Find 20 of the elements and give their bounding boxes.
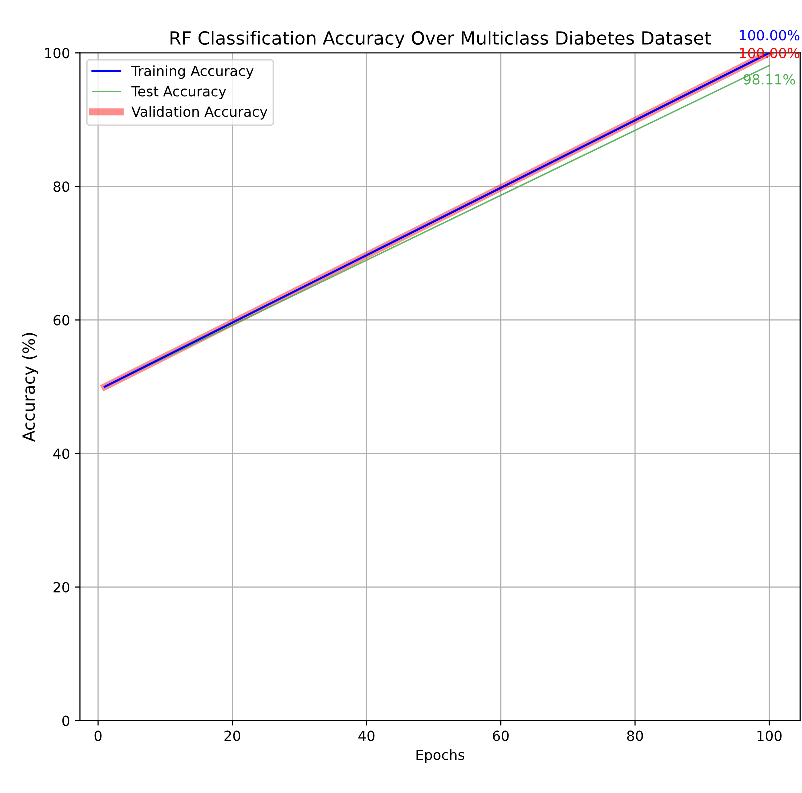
y-tick-label: 100 — [45, 48, 70, 59]
chart-title: RF Classification Accuracy Over Multiclass Diabetes Dataset — [170, 31, 712, 49]
x-tick-label: 40 — [358, 730, 375, 742]
data-label: 98.11% — [744, 74, 796, 85]
legend-label: Validation Accuracy — [132, 106, 268, 120]
y-tick-label: 20 — [54, 582, 70, 593]
x-tick-label: 100 — [758, 730, 782, 742]
x-tick-label: 0 — [94, 730, 102, 742]
data-label: 100.00% — [740, 30, 800, 41]
legend-label: Training Accuracy — [132, 66, 254, 80]
y-tick-label: 0 — [62, 716, 70, 726]
x-tick-label: 20 — [224, 730, 240, 742]
x-tick-label: 60 — [493, 730, 509, 742]
x-tick-label: 80 — [627, 730, 644, 742]
x-axis-title: Epochs — [416, 750, 464, 763]
y-tick-label: 60 — [54, 315, 70, 326]
legend-label: Test Accuracy — [132, 86, 226, 100]
y-tick-label: 40 — [53, 448, 70, 460]
y-axis-title: Accuracy (%) — [22, 333, 38, 442]
y-tick-label: 80 — [54, 182, 70, 192]
